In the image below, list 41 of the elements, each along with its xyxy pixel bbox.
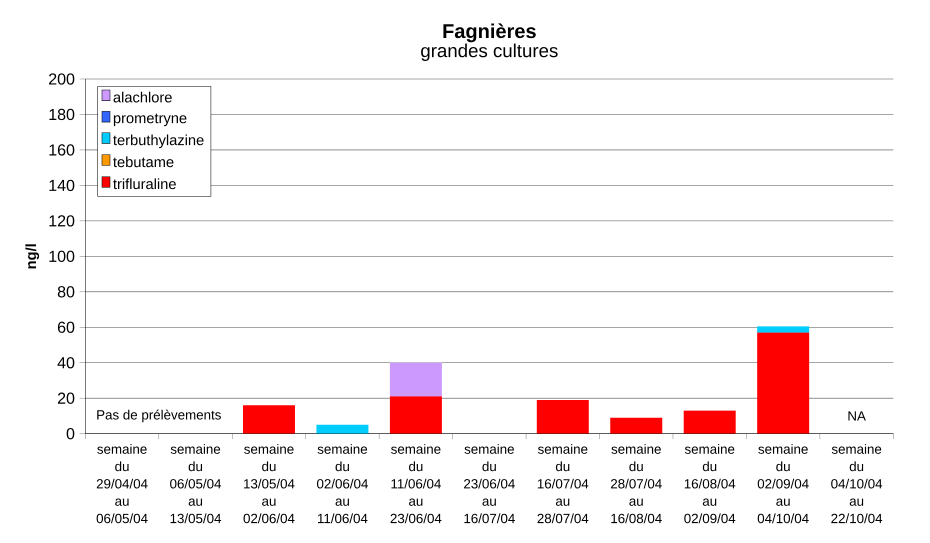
bar: [757, 332, 810, 434]
y-tick-label: 40: [58, 357, 74, 368]
bar: [242, 405, 295, 434]
bar: [390, 396, 442, 434]
x-tick-label: semaine du 11/06/04 au 23/06/04: [390, 444, 442, 524]
y-tick-label: 160: [49, 144, 74, 156]
x-tick-label: semaine du 23/06/04 au 16/07/04: [464, 444, 515, 524]
x-tick-label: semaine du 13/05/04 au 02/06/04: [244, 444, 295, 524]
y-axis-title: ng/l: [25, 244, 40, 268]
y-tick-label: 180: [49, 108, 74, 120]
legend-label: tebutame: [113, 156, 174, 168]
chart-subtitle: grandes cultures: [421, 44, 558, 61]
y-tick-label: 140: [49, 180, 74, 192]
bar: [684, 410, 736, 434]
x-tick-label: semaine du 02/09/04 au 04/10/04: [758, 444, 809, 524]
x-tick-label: semaine du 29/04/04 au 06/05/04: [96, 444, 148, 524]
y-tick-label: 200: [49, 73, 74, 85]
x-tick-label: semaine du 28/07/04 au 16/08/04: [610, 444, 662, 524]
legend-label: alachlore: [114, 92, 172, 102]
x-tick-label: semaine du 06/05/04 au 13/05/04: [170, 444, 222, 524]
chart-title: Fagnières: [443, 23, 536, 42]
y-tick-label: 120: [49, 215, 74, 227]
x-tick-label: semaine du 02/06/04 au 11/06/04: [317, 444, 368, 524]
y-tick-label: 80: [58, 286, 74, 298]
legend-label: trifluraline: [113, 178, 176, 190]
x-tick-label: semaine du 04/10/04 au 22/10/04: [831, 444, 882, 524]
bar: [610, 418, 662, 434]
legend-label: terbuthylazine: [113, 134, 204, 148]
bar: [390, 362, 442, 396]
legend-label: prometryne: [114, 114, 186, 126]
bar: [757, 326, 810, 333]
y-tick-label: 20: [58, 392, 74, 404]
y-tick-label: 60: [58, 322, 74, 333]
x-tick-label: semaine du 16/08/04 au 02/09/04: [684, 444, 736, 524]
y-tick-label: 100: [49, 250, 74, 262]
bar: [536, 400, 589, 434]
annotation: Pas de prélèvements: [97, 410, 221, 422]
annotation: NA: [848, 411, 866, 421]
y-tick-label: 0: [66, 428, 74, 440]
x-tick-label: semaine du 16/07/04 au 28/07/04: [538, 444, 588, 524]
bar: [316, 424, 368, 434]
